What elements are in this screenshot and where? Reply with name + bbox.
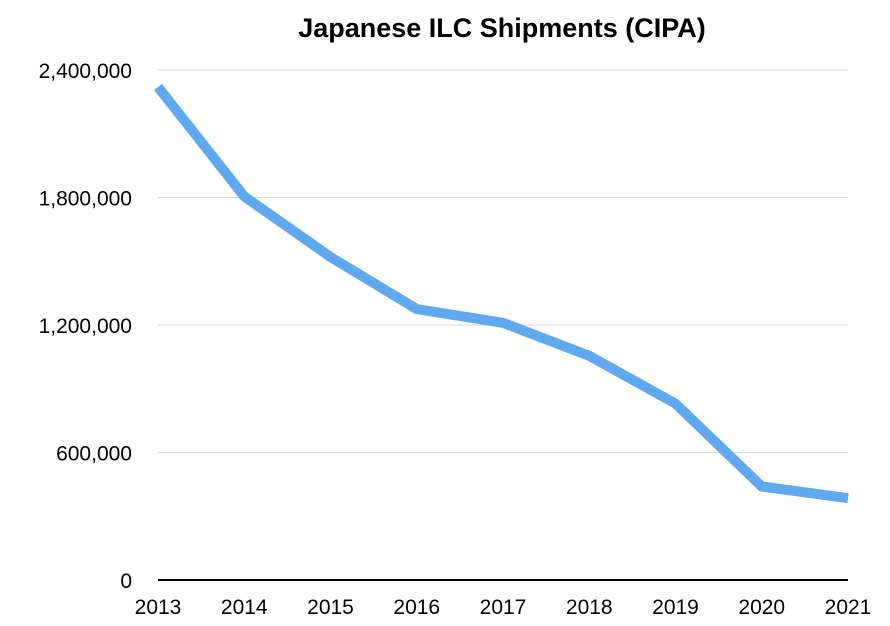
series-layer (154, 83, 849, 504)
series-line-0 (154, 83, 849, 504)
x-tick-label: 2013 (135, 596, 182, 619)
x-tick-label: 2019 (652, 596, 699, 619)
y-tick-label: 1,800,000 (39, 188, 132, 211)
y-tick-label: 1,200,000 (39, 315, 132, 338)
y-tick-label: 0 (120, 570, 132, 593)
gridlines (158, 69, 848, 453)
y-axis-tick-labels: 0 600,000 1,200,000 1,800,000 2,400,000 (39, 60, 132, 593)
x-tick-label: 2018 (566, 596, 613, 619)
y-tick-label: 2,400,000 (39, 60, 132, 83)
x-tick-label: 2021 (825, 596, 872, 619)
x-tick-label: 2020 (738, 596, 785, 619)
x-axis-tick-labels: 2013 2014 2015 2016 2017 2018 2019 2020 2021 (135, 596, 872, 619)
x-tick-label: 2016 (393, 596, 440, 619)
chart-title: Japanese ILC Shipments (CIPA) (298, 13, 706, 43)
x-tick-label: 2017 (480, 596, 527, 619)
x-tick-label: 2015 (307, 596, 354, 619)
x-tick-label: 2014 (221, 596, 268, 619)
y-tick-label: 600,000 (56, 443, 132, 466)
